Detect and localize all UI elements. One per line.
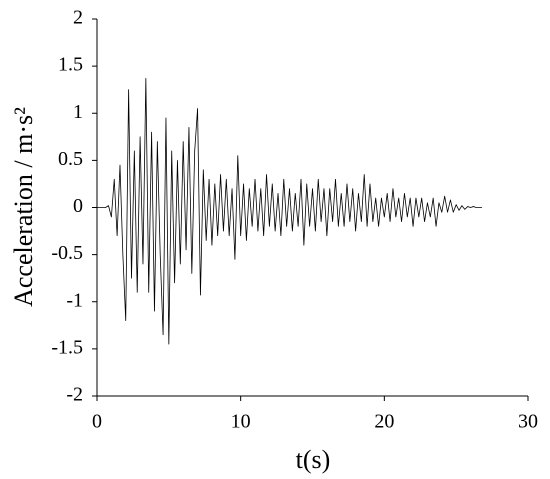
data-line — [97, 77, 483, 345]
y-tick-label: -1 — [66, 289, 83, 311]
x-tick-label: 20 — [374, 411, 394, 433]
y-tick-label: 1.5 — [58, 54, 83, 76]
x-axis-label: t(s) — [296, 445, 331, 474]
x-tick-label: 0 — [92, 411, 102, 433]
y-tick-label: 0 — [73, 195, 83, 217]
x-tick-label: 10 — [231, 411, 251, 433]
y-tick-label: -1.5 — [51, 336, 83, 358]
y-tick-label: -2 — [66, 384, 83, 406]
y-axis-label: Acceleration / m·s² — [9, 107, 38, 307]
y-tick-label: 1 — [73, 101, 83, 123]
y-tick-label: 2 — [73, 7, 83, 29]
x-tick-label: 30 — [518, 411, 538, 433]
y-tick-label: 0.5 — [58, 148, 83, 170]
y-tick-label: -0.5 — [51, 242, 83, 264]
